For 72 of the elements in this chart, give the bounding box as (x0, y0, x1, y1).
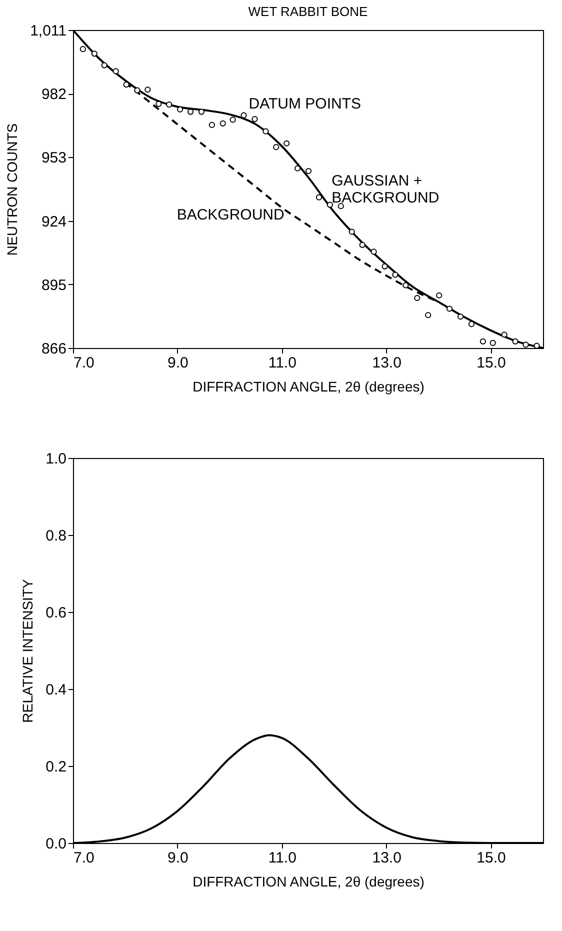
point (80, 46, 86, 52)
y-tick-label: 1.0 (46, 450, 66, 468)
point (326, 202, 333, 208)
x-tick-label: 13.0 (372, 354, 402, 372)
point (501, 332, 508, 338)
x-tick-label: 9.0 (168, 354, 188, 372)
y-tick-label: 895 (41, 276, 66, 294)
point (446, 306, 453, 312)
point (338, 203, 344, 210)
point (457, 314, 464, 320)
point (402, 282, 409, 288)
point (198, 108, 205, 115)
point (101, 62, 108, 68)
point (305, 168, 312, 174)
point (91, 50, 98, 57)
point (112, 68, 119, 74)
point (468, 321, 475, 328)
point (359, 242, 366, 248)
point (187, 108, 194, 115)
y-tick-label: 982 (41, 86, 66, 104)
point (230, 116, 236, 123)
point (294, 165, 301, 172)
y-tick-label: 0.8 (46, 528, 66, 544)
point (425, 312, 432, 318)
point (316, 194, 322, 200)
annotation: BACKGROUND (176, 206, 284, 224)
y-axis-title: NEUTRON COUNTS (4, 123, 20, 256)
point (480, 338, 486, 344)
point (414, 294, 420, 302)
point (144, 86, 151, 93)
point (123, 82, 130, 88)
y-tick-label: 0.4 (46, 682, 66, 698)
x-tick-label: 15.0 (476, 354, 506, 372)
point (177, 106, 184, 112)
y-tick-label: 953 (41, 150, 66, 167)
point (220, 120, 226, 126)
y-tick-label: 0.6 (46, 604, 66, 622)
x-tick-label: 11.0 (268, 850, 296, 866)
point (284, 140, 290, 146)
chart-title: WET RABBIT BONE (248, 4, 368, 19)
point (370, 248, 377, 255)
annotation: GAUSSIAN + BACKGROUND (332, 172, 440, 206)
y-axis-title: RELATIVE INTENSITY (20, 578, 36, 723)
point (240, 112, 247, 118)
point (512, 338, 518, 344)
x-tick-label: 7.0 (74, 850, 94, 866)
point (134, 87, 140, 94)
point (166, 102, 172, 108)
x-tick-label: 15.0 (476, 850, 506, 866)
x-axis-title: DIFFRACTION ANGLE, 2θ (degrees) (192, 378, 424, 394)
y-tick-label: 924 (41, 213, 66, 230)
point (208, 122, 215, 128)
point (273, 144, 280, 150)
point (522, 342, 529, 348)
x-axis-title: DIFFRACTION ANGLE, 2θ (degrees) (192, 874, 424, 890)
y-tick-label: 0.2 (46, 758, 66, 776)
point (490, 340, 496, 346)
point (534, 342, 540, 348)
y-tick-label: 1,011 (30, 22, 66, 40)
point (252, 116, 258, 122)
x-tick-label: 13.0 (372, 850, 402, 866)
point (392, 272, 398, 278)
x-tick-label: 9.0 (168, 850, 188, 866)
x-tick-label: 11.0 (268, 354, 296, 372)
y-tick-label: 0.0 (46, 836, 66, 852)
point (262, 128, 269, 134)
point (348, 228, 355, 235)
y-tick-label: 866 (41, 340, 66, 358)
point (436, 292, 442, 298)
annotation: DATUM POINTS (248, 95, 361, 112)
x-tick-label: 7.0 (74, 354, 94, 372)
point (382, 263, 388, 270)
